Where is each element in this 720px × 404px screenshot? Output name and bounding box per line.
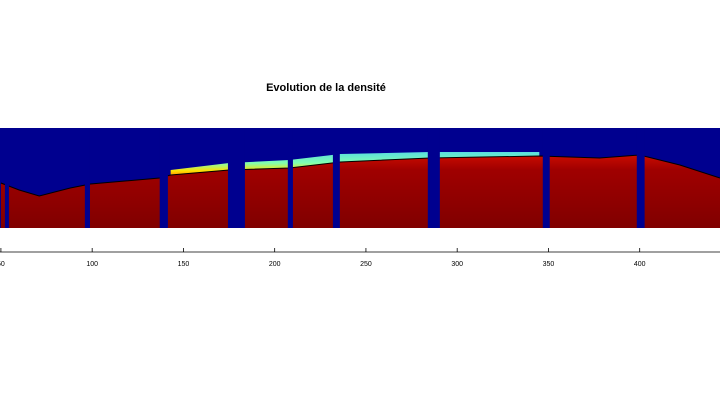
chart-title: Evolution de la densité <box>266 82 386 94</box>
data-gap <box>542 128 550 228</box>
data-gap <box>332 128 340 228</box>
x-tick-label: 250 <box>360 261 372 268</box>
data-gap <box>159 128 168 228</box>
x-tick-label: 50 <box>0 261 5 268</box>
data-gap <box>4 128 9 228</box>
surface-line <box>0 154 720 197</box>
data-gap <box>427 128 440 228</box>
data-gap <box>227 128 245 228</box>
data-gap <box>636 128 645 228</box>
x-tick-label: 100 <box>86 261 98 268</box>
x-tick-label: 400 <box>634 261 646 268</box>
x-tick-label: 300 <box>451 261 463 268</box>
x-tick-label: 200 <box>269 261 281 268</box>
dense-layer <box>0 155 720 228</box>
x-tick-label: 350 <box>543 261 555 268</box>
x-tick-label: 150 <box>178 261 190 268</box>
data-gap <box>287 128 293 228</box>
data-gap <box>84 128 90 228</box>
